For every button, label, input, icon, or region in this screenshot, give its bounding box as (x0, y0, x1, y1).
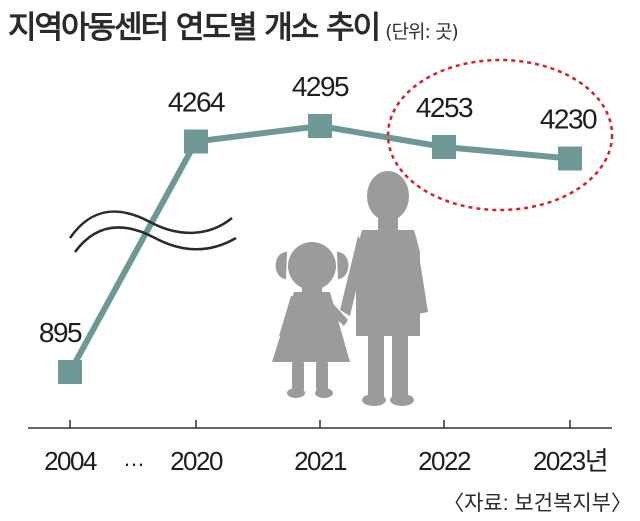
x-gap-ellipsis: … (123, 446, 145, 471)
title-row: 지역아동센터 연도별 개소 추이 (단위: 곳) (8, 2, 459, 48)
x-tick-label-2022: 2022 (418, 446, 471, 476)
data-label-2004: 895 (39, 317, 82, 348)
source-note: 〈자료: 보건복지부〉 (443, 492, 632, 515)
highlight-ellipse (386, 58, 614, 212)
x-tick-label-2020: 2020 (170, 446, 223, 476)
children-silhouette-icon (272, 171, 428, 406)
chart-title: 지역아동센터 연도별 개소 추이 (8, 10, 381, 46)
x-tick-label-2021: 2021 (294, 446, 347, 476)
data-label-2022: 4253 (416, 92, 473, 123)
x-tick-label-2004: 2004 (44, 446, 97, 476)
data-label-2021: 4295 (292, 71, 349, 102)
data-label-2020: 4264 (168, 87, 225, 118)
axis-break-marks (68, 210, 237, 253)
data-point-2021 (308, 114, 332, 138)
data-point-2004 (58, 360, 82, 384)
data-point-2022 (432, 135, 456, 159)
data-label-2023: 4230 (540, 104, 597, 135)
data-point-2023 (558, 146, 582, 171)
unit-label: (단위: 곳) (385, 21, 459, 43)
data-point-2020 (184, 129, 208, 154)
x-tick-label-2023: 2023년 (533, 446, 607, 476)
